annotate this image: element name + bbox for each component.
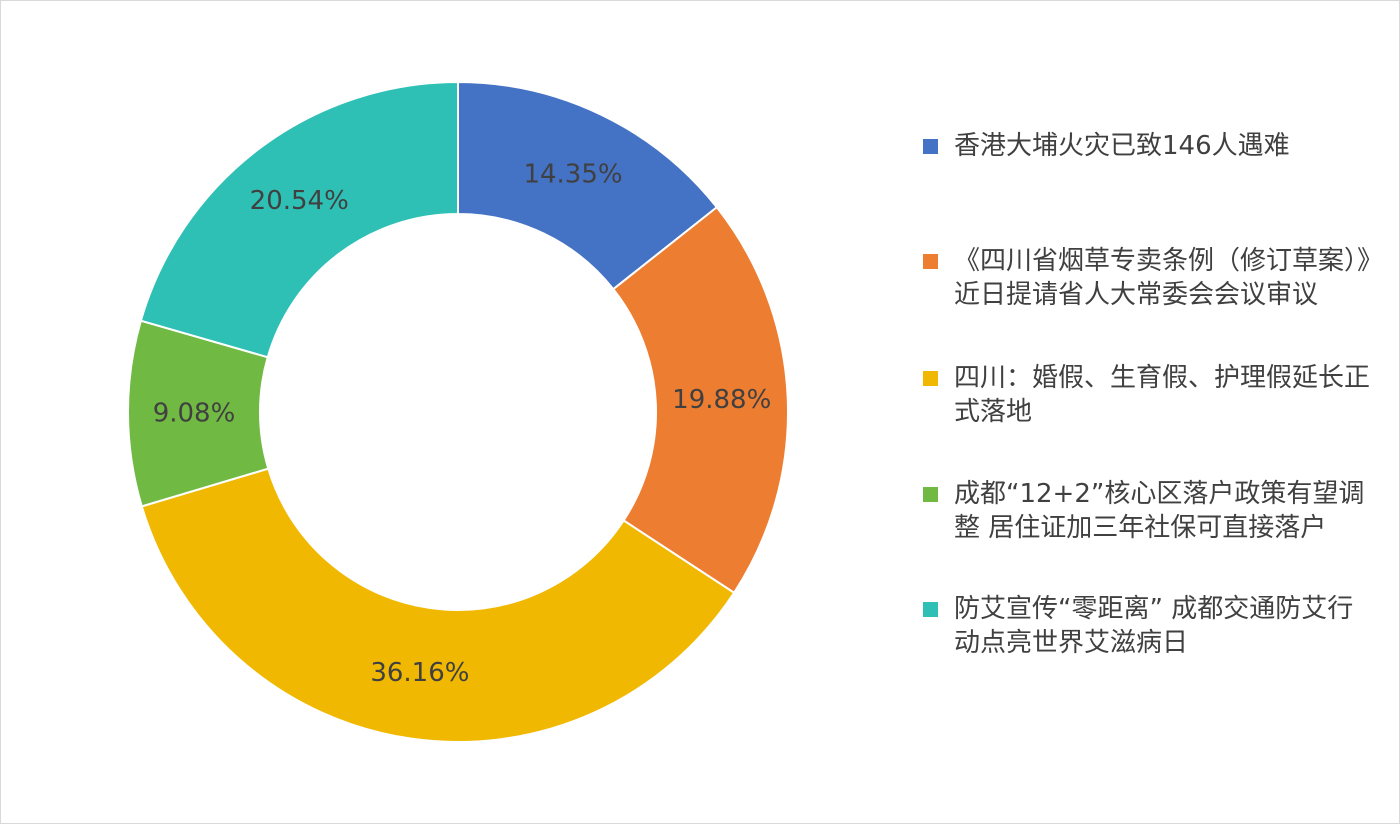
legend-item: 四川：婚假、生育假、护理假延长正式落地 [923,361,1393,429]
legend-swatch [923,139,938,154]
legend-item: 《四川省烟草专卖条例（修订草案）》近日提请省人大常委会会议审议 [923,244,1393,312]
legend-label: 香港大埔火灾已致146人遇难 [954,131,1290,161]
donut-slice [139,80,459,359]
legend-item: 成都“12+2”核心区落户政策有望调整 居住证加三年社保可直接落户 [923,477,1393,545]
legend-label: 防艾宣传“零距离” 成都交通防艾行动点亮世界艾滋病日 [954,594,1354,658]
legend-swatch [923,371,938,386]
legend-swatch [923,487,938,502]
legend-item: 防艾宣传“零距离” 成都交通防艾行动点亮世界艾滋病日 [923,592,1393,660]
data-label: 14.35% [523,159,622,189]
legend-label: 四川：婚假、生育假、护理假延长正式落地 [954,363,1371,427]
data-label: 19.88% [672,385,771,415]
data-label: 36.16% [370,658,469,688]
legend-label: 《四川省烟草专卖条例（修订草案）》近日提请省人大常委会会议审议 [954,246,1371,310]
data-label: 9.08% [153,398,236,428]
data-label: 20.54% [250,186,349,216]
legend-label: 成都“12+2”核心区落户政策有望调整 居住证加三年社保可直接落户 [954,479,1365,543]
legend-swatch [923,602,938,617]
donut-slice [140,467,736,743]
donut-slice [611,205,789,595]
legend-item: 香港大埔火灾已致146人遇难 [923,129,1393,163]
legend-swatch [923,254,938,269]
